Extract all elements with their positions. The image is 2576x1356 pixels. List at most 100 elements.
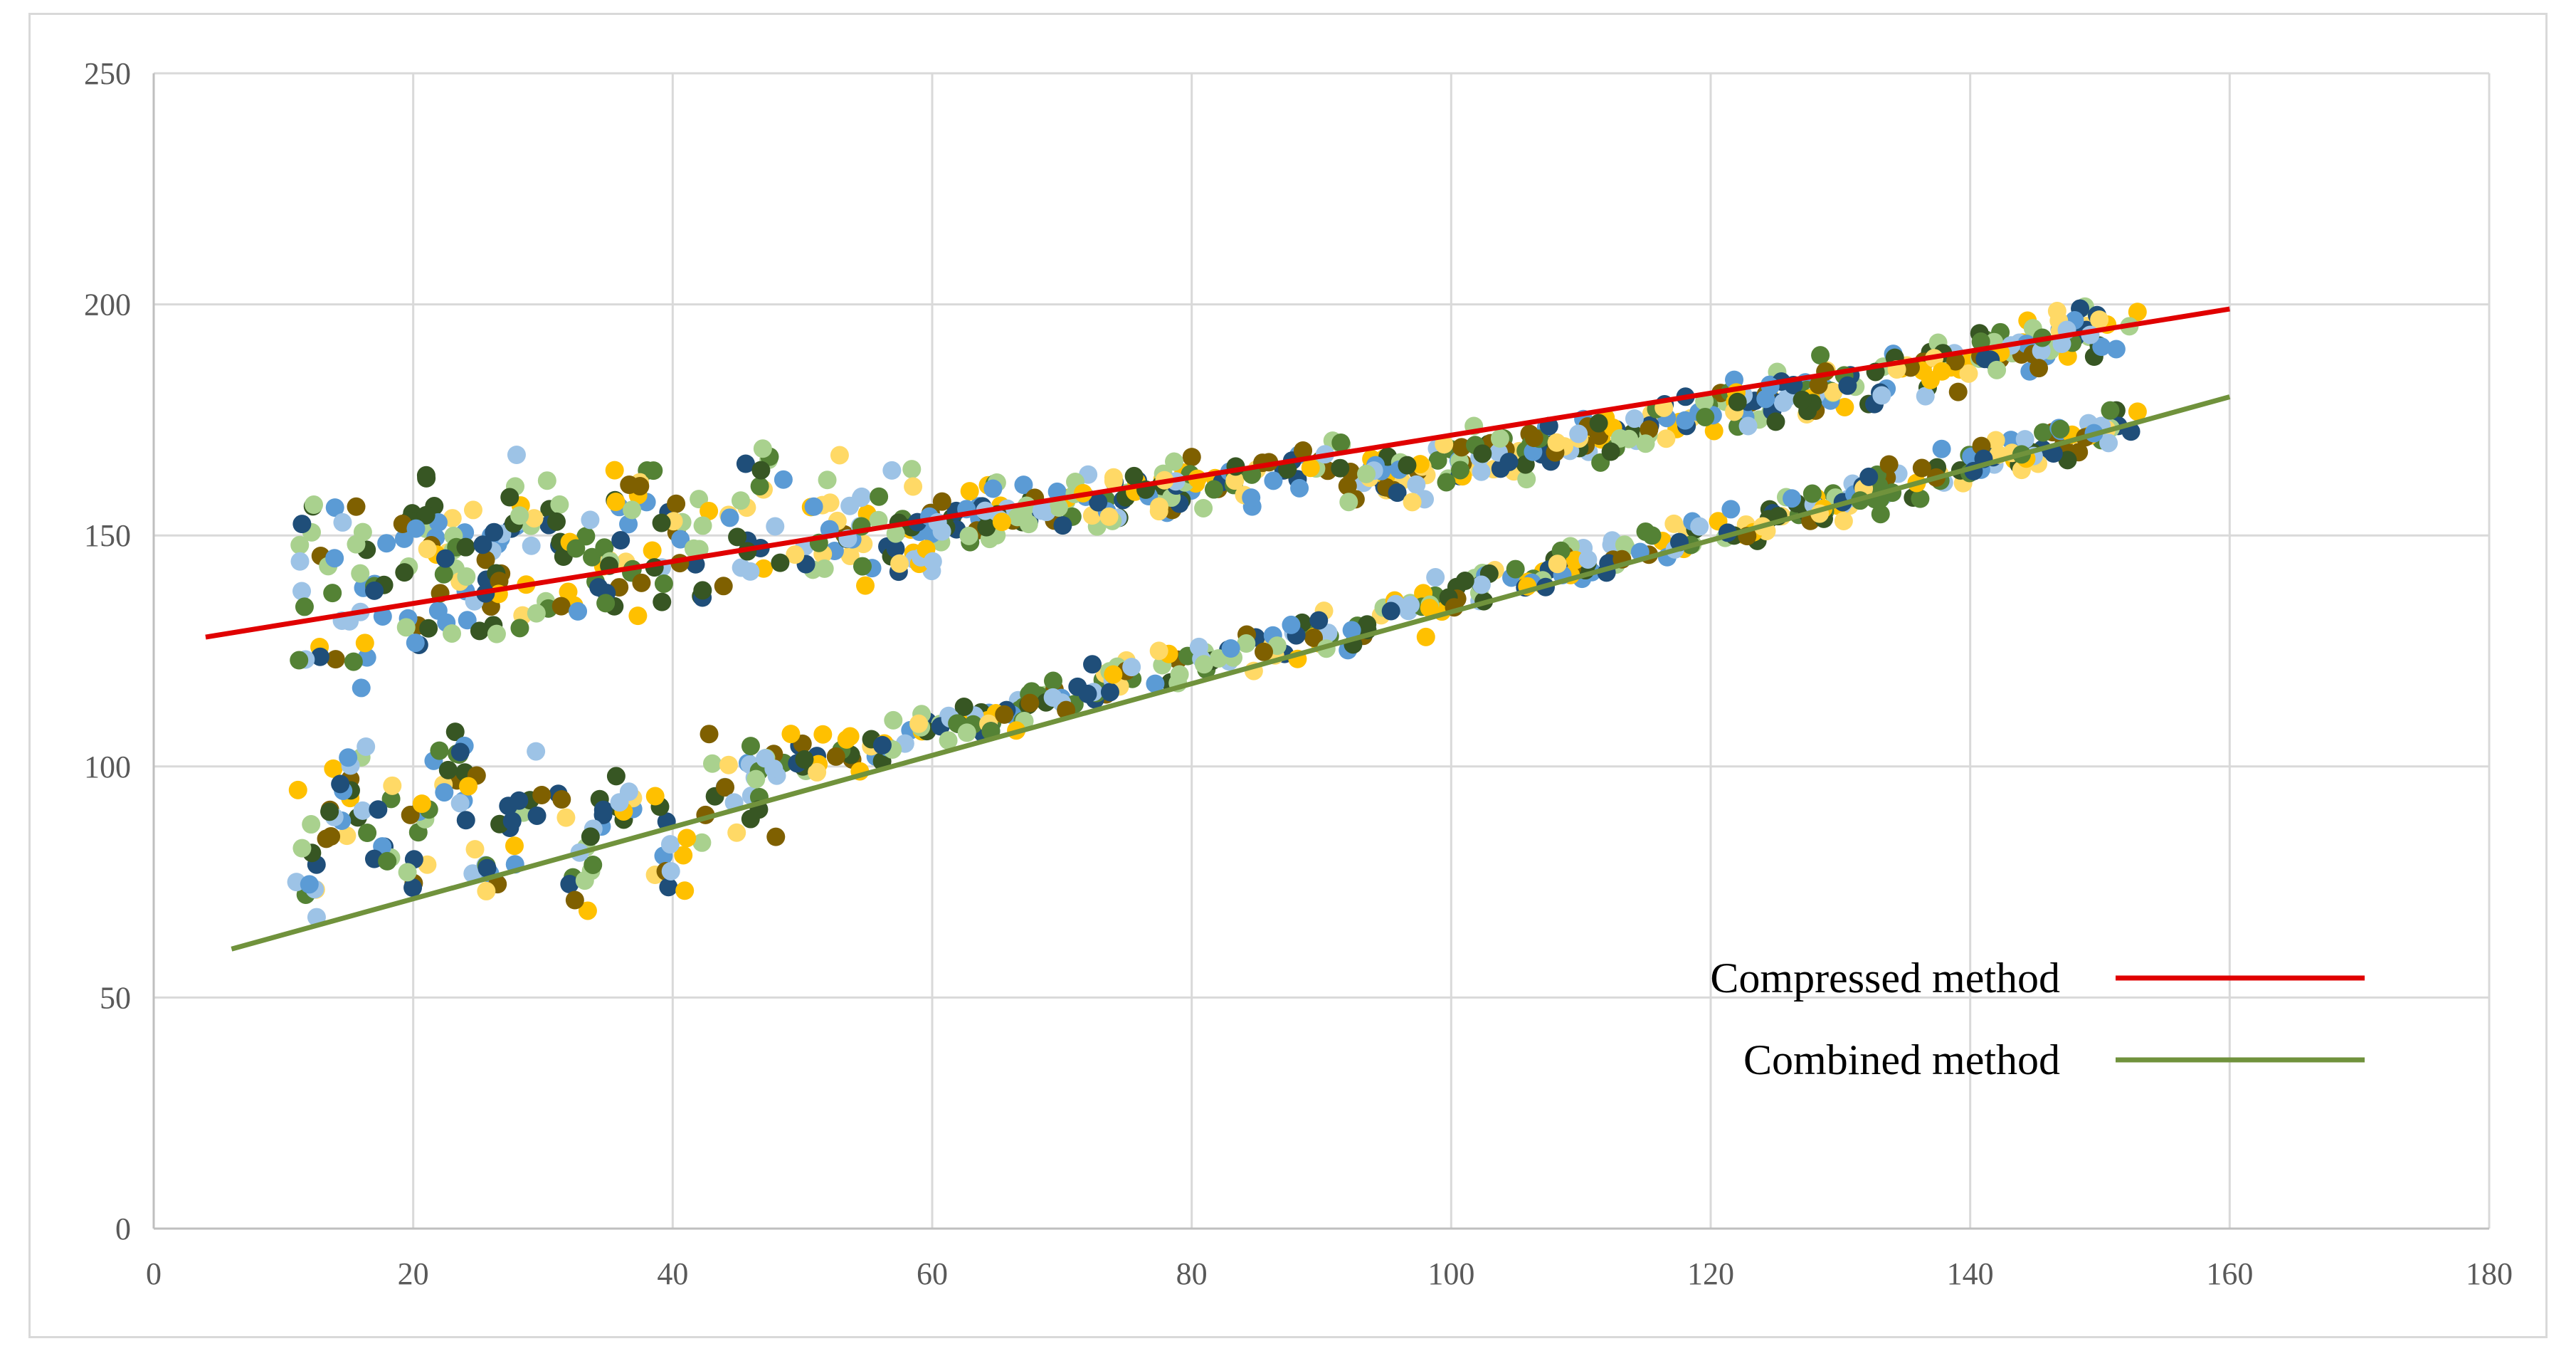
scatter-point bbox=[1601, 442, 1620, 461]
scatter-chart: 0 20 40 60 80 100 120 140 160 180050100150200250 … bbox=[84, 56, 2513, 1291]
scatter-point bbox=[1524, 429, 1543, 448]
scatter-point bbox=[377, 534, 396, 553]
data-points bbox=[287, 297, 2147, 927]
scatter-point bbox=[1859, 467, 1879, 486]
scatter-point bbox=[954, 697, 973, 716]
scatter-point bbox=[1911, 489, 1930, 508]
scatter-point bbox=[605, 461, 624, 480]
scatter-point bbox=[2051, 419, 2070, 438]
scatter-point bbox=[1589, 414, 1608, 433]
scatter-point bbox=[1078, 684, 1097, 703]
scatter-point bbox=[884, 710, 903, 730]
scatter-point bbox=[654, 574, 673, 593]
scatter-point bbox=[1642, 526, 1662, 545]
scatter-point bbox=[560, 875, 579, 894]
scatter-point bbox=[438, 760, 458, 779]
scatter-point bbox=[581, 827, 600, 846]
scatter-point bbox=[623, 500, 642, 520]
scatter-point bbox=[1019, 515, 1038, 534]
trendline-compressed-method bbox=[205, 306, 2230, 640]
scatter-point bbox=[995, 705, 1014, 724]
scatter-point bbox=[1811, 346, 1830, 365]
scatter-point bbox=[1625, 409, 1644, 429]
scatter-point bbox=[813, 725, 833, 744]
scatter-point bbox=[317, 829, 336, 848]
scatter-point bbox=[1194, 498, 1213, 517]
scatter-point bbox=[1290, 478, 1309, 498]
scatter-point bbox=[1149, 497, 1168, 516]
scatter-point bbox=[1506, 559, 1525, 579]
scatter-point bbox=[339, 748, 358, 767]
scatter-point bbox=[1358, 615, 1377, 634]
scatter-point bbox=[1124, 466, 1144, 485]
legend-label: Compressed method bbox=[1710, 955, 2060, 1002]
scatter-point bbox=[365, 581, 384, 600]
scatter-point bbox=[606, 493, 625, 512]
scatter-point bbox=[1043, 688, 1062, 707]
scatter-point bbox=[477, 858, 497, 878]
scatter-point bbox=[628, 606, 648, 626]
scatter-point bbox=[1517, 470, 1536, 489]
scatter-point bbox=[720, 508, 739, 527]
x-tick-label: 160 bbox=[2206, 1256, 2253, 1291]
gridlines bbox=[154, 72, 2491, 1229]
scatter-point bbox=[1490, 429, 1509, 448]
scatter-point bbox=[2029, 359, 2049, 378]
scatter-point bbox=[347, 535, 366, 554]
scatter-point bbox=[659, 878, 678, 897]
scatter-point bbox=[674, 846, 693, 865]
scatter-point bbox=[1548, 555, 1567, 574]
scatter-point bbox=[556, 808, 576, 827]
scatter-point bbox=[581, 510, 600, 530]
scatter-point bbox=[1640, 420, 1659, 439]
scatter-point bbox=[403, 878, 423, 897]
scatter-point bbox=[610, 793, 629, 812]
scatter-point bbox=[565, 890, 584, 910]
scatter-point bbox=[2015, 430, 2034, 449]
scatter-point bbox=[660, 835, 680, 854]
scatter-point bbox=[1426, 568, 1445, 587]
scatter-point bbox=[537, 471, 556, 490]
scatter-point bbox=[1331, 433, 1351, 452]
scatter-point bbox=[456, 811, 475, 830]
scatter-point bbox=[443, 509, 462, 528]
scatter-point bbox=[1388, 483, 1407, 503]
scatter-point bbox=[1104, 665, 1123, 684]
scatter-point bbox=[904, 477, 923, 496]
scatter-point bbox=[1264, 471, 1283, 490]
scatter-point bbox=[1342, 621, 1361, 640]
scatter-point bbox=[551, 596, 571, 616]
scatter-point bbox=[774, 470, 793, 489]
scatter-point bbox=[344, 652, 363, 671]
scatter-point bbox=[456, 537, 475, 557]
scatter-point bbox=[1209, 648, 1228, 668]
scatter-point bbox=[1099, 507, 1119, 526]
scatter-point bbox=[746, 769, 766, 789]
scatter-point bbox=[1403, 493, 1422, 512]
scatter-point bbox=[576, 527, 596, 546]
y-tick-label: 200 bbox=[84, 288, 131, 322]
scatter-point bbox=[305, 495, 324, 515]
scatter-point bbox=[1834, 511, 1853, 530]
scatter-point bbox=[325, 549, 344, 568]
scatter-point bbox=[470, 621, 489, 641]
scatter-point bbox=[1636, 434, 1655, 453]
scatter-point bbox=[320, 802, 339, 821]
scatter-point bbox=[1499, 452, 1519, 471]
scatter-point bbox=[2128, 303, 2147, 322]
scatter-point bbox=[584, 855, 603, 874]
scatter-point bbox=[1455, 572, 1474, 591]
scatter-point bbox=[1083, 655, 1102, 674]
scatter-point bbox=[398, 863, 417, 882]
scatter-point bbox=[714, 577, 733, 596]
scatter-point bbox=[804, 497, 823, 516]
scatter-point bbox=[353, 801, 372, 820]
scatter-point bbox=[396, 618, 416, 637]
scatter-point bbox=[1696, 407, 1715, 426]
scatter-point bbox=[331, 774, 350, 794]
scatter-point bbox=[550, 495, 569, 514]
scatter-point bbox=[290, 651, 309, 670]
scatter-point bbox=[1783, 489, 1802, 508]
scatter-point bbox=[596, 594, 616, 613]
scatter-point bbox=[1932, 362, 1951, 381]
